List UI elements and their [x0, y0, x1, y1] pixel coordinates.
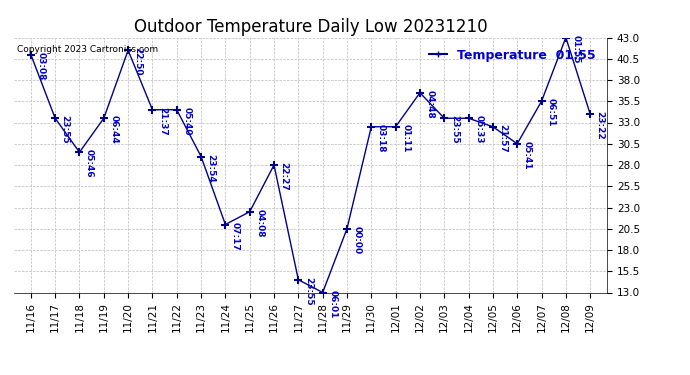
Text: 06:44: 06:44 — [109, 116, 119, 144]
Text: 06:51: 06:51 — [547, 99, 556, 127]
Title: Outdoor Temperature Daily Low 20231210: Outdoor Temperature Daily Low 20231210 — [134, 18, 487, 36]
Text: 21:37: 21:37 — [158, 107, 167, 136]
Text: 23:22: 23:22 — [595, 111, 604, 140]
Text: 07:17: 07:17 — [231, 222, 240, 251]
Text: 23:55: 23:55 — [304, 277, 313, 306]
Text: 05:46: 05:46 — [85, 150, 94, 178]
Text: 23:55: 23:55 — [450, 116, 459, 144]
Text: 01:11: 01:11 — [401, 124, 410, 153]
Text: 22:50: 22:50 — [134, 48, 143, 76]
Text: 23:54: 23:54 — [206, 154, 215, 183]
Text: 00:00: 00:00 — [353, 226, 362, 254]
Text: 05:33: 05:33 — [474, 116, 483, 144]
Text: Copyright 2023 Cartronics.com: Copyright 2023 Cartronics.com — [17, 45, 158, 54]
Text: 05:40: 05:40 — [182, 107, 191, 135]
Legend: Temperature  01:55: Temperature 01:55 — [424, 44, 601, 67]
Text: 01:55: 01:55 — [571, 35, 580, 63]
Text: 04:08: 04:08 — [255, 209, 264, 237]
Text: 22:27: 22:27 — [279, 162, 288, 191]
Text: 03:18: 03:18 — [377, 124, 386, 153]
Text: 04:48: 04:48 — [426, 90, 435, 119]
Text: 21:57: 21:57 — [498, 124, 507, 153]
Text: 03:08: 03:08 — [37, 52, 46, 80]
Text: 23:55: 23:55 — [61, 116, 70, 144]
Text: 06:01: 06:01 — [328, 290, 337, 318]
Text: 05:41: 05:41 — [523, 141, 532, 170]
